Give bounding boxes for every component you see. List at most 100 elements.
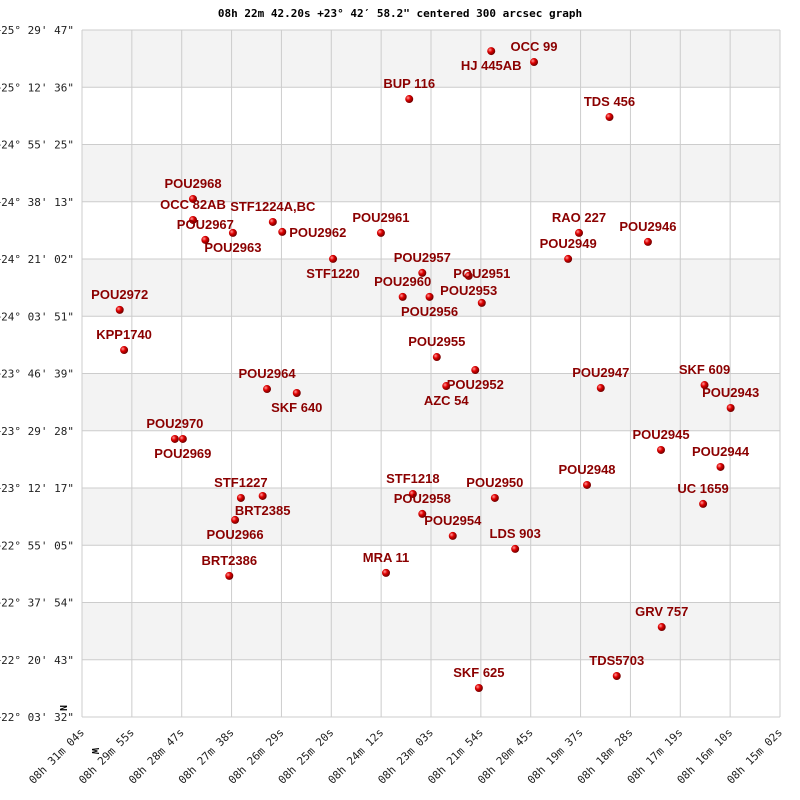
y-tick-label: +22° 37' 54": [0, 597, 74, 610]
star-point: POU2958: [394, 491, 451, 518]
star-point: POU2961: [352, 210, 409, 237]
y-tick-label: +24° 55' 25": [0, 139, 74, 152]
star-point: SKF 609: [679, 362, 730, 390]
star-label: POU2969: [154, 446, 211, 461]
star-marker: [231, 515, 240, 524]
star-marker: [405, 95, 414, 104]
star-label: POU2956: [401, 304, 458, 319]
star-marker: [278, 227, 287, 236]
star-label: POU2960: [374, 274, 431, 289]
y-tick-label: +25° 12' 36": [0, 81, 74, 94]
star-marker: [225, 571, 234, 580]
star-marker: [292, 389, 301, 398]
star-label: TDS5703: [589, 653, 644, 668]
star-point: POU2967: [177, 217, 234, 244]
star-marker: [657, 445, 666, 454]
star-label: POU2964: [238, 366, 296, 381]
star-marker: [263, 385, 272, 394]
star-point: MRA 11: [363, 550, 409, 577]
star-point: POU2951: [453, 266, 510, 307]
star-label: POU2944: [692, 444, 750, 459]
star-point: POU2946: [619, 219, 676, 246]
star-point: POU2960: [374, 274, 431, 301]
star-label: POU2961: [352, 210, 409, 225]
star-point: UC 1659: [677, 481, 729, 508]
star-marker: [425, 292, 434, 301]
star-marker: [258, 491, 267, 500]
star-marker: [699, 499, 708, 508]
star-label: RAO 227: [552, 210, 606, 225]
star-label: MRA 11: [363, 550, 409, 565]
star-marker: [474, 684, 483, 693]
y-tick-label: +23° 46' 39": [0, 368, 74, 381]
y-tick-label: +23° 29' 28": [0, 425, 74, 438]
star-label: POU2972: [91, 287, 148, 302]
star-marker: [564, 254, 573, 263]
star-point: BRT2385: [235, 491, 290, 518]
star-label: POU2957: [394, 250, 451, 265]
star-marker: [726, 404, 735, 413]
star-marker: [432, 353, 441, 362]
star-point: POU2944: [692, 444, 750, 471]
star-label: AZC 54: [424, 393, 470, 408]
star-label: LDS 903: [490, 526, 541, 541]
star-label: SKF 609: [679, 362, 730, 377]
star-marker: [643, 237, 652, 246]
star-marker: [236, 493, 245, 502]
star-point: GRV 757: [635, 604, 688, 632]
star-marker: [189, 194, 198, 203]
star-point: POU2943: [702, 385, 759, 413]
star-point: OCC 99: [511, 39, 558, 67]
star-label: POU2958: [394, 491, 451, 506]
star-label: POU2948: [558, 462, 615, 477]
star-marker: [716, 462, 725, 471]
star-marker: [201, 235, 210, 244]
y-tick-label: +22° 55' 05": [0, 539, 74, 552]
star-marker: [490, 493, 499, 502]
star-point: POU2957: [394, 250, 451, 277]
star-marker: [530, 58, 539, 67]
star-label: POU2943: [702, 385, 759, 400]
star-point: BUP 116: [383, 76, 435, 104]
star-point: STF1224A,BC: [230, 199, 316, 226]
star-label: POU2967: [177, 217, 234, 232]
star-point: HJ 445AB: [461, 47, 522, 73]
star-marker: [398, 292, 407, 301]
star-point: POU2955: [408, 334, 465, 362]
star-point: POU2945: [632, 427, 690, 454]
star-label: POU2970: [146, 416, 203, 431]
star-marker: [442, 382, 451, 391]
star-point: STF1227: [214, 475, 268, 502]
star-point: POU2954: [424, 513, 482, 540]
star-label: POU2968: [164, 176, 221, 191]
star-point: POU2947: [572, 365, 629, 393]
star-point: POU2962: [278, 225, 346, 240]
star-label: POU2949: [540, 236, 597, 251]
star-point: POU2972: [91, 287, 148, 314]
y-tick-label: +22° 20' 43": [0, 654, 74, 667]
star-marker: [418, 268, 427, 277]
star-point: POU2964: [238, 366, 296, 394]
west-marker: W: [89, 748, 100, 755]
star-marker: [448, 531, 457, 540]
star-label: POU2952: [447, 377, 504, 392]
star-marker: [596, 384, 605, 393]
star-label: KPP1740: [96, 327, 152, 342]
star-label: SKF 640: [271, 400, 322, 415]
star-label: POU2963: [204, 240, 261, 255]
star-label: GRV 757: [635, 604, 688, 619]
star-label: SKF 625: [453, 665, 504, 680]
star-marker: [329, 254, 338, 263]
y-tick-label: +24° 21' 02": [0, 253, 74, 266]
star-label: BUP 116: [383, 76, 435, 91]
star-label: BRT2386: [201, 553, 257, 568]
star-point: POU2963: [204, 228, 261, 255]
star-marker: [582, 480, 591, 489]
star-marker: [605, 113, 614, 122]
star-marker: [418, 509, 427, 518]
star-point: POU2968: [164, 176, 222, 203]
star-label: POU2945: [632, 427, 689, 442]
north-marker: N: [57, 705, 68, 711]
star-marker: [382, 568, 391, 577]
